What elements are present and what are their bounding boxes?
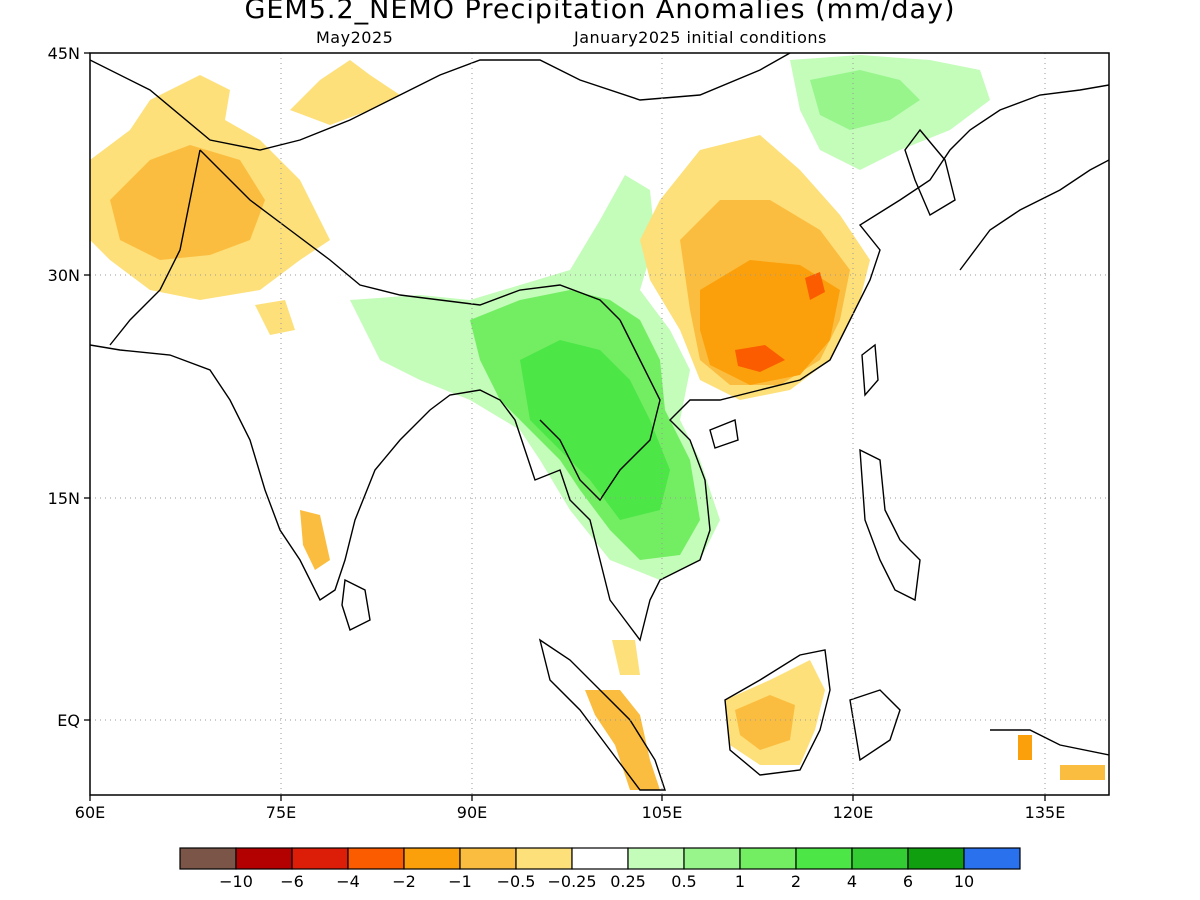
- colorbar-swatch: [179, 847, 237, 870]
- colorbar-label: 0.5: [671, 872, 697, 891]
- lon-label-90: 90E: [457, 803, 487, 822]
- anomaly-mongolia-core: [810, 70, 920, 130]
- lat-label-45: 45N: [48, 44, 80, 63]
- anomaly-shading: [90, 55, 1105, 790]
- colorbar-swatch: [347, 847, 405, 870]
- graticule: [90, 53, 1109, 795]
- colorbar-label: 10: [953, 872, 975, 891]
- coast-sumatra: [538, 638, 666, 791]
- anomaly-india-small: [300, 510, 330, 570]
- coast-japan: [959, 159, 1109, 271]
- colorbar-label: −0.25: [547, 872, 597, 891]
- colorbar-swatch: [683, 847, 741, 870]
- border-india-pak: [109, 149, 201, 346]
- colorbar-label: −1: [448, 872, 472, 891]
- lon-label-60: 60E: [75, 803, 105, 822]
- colorbar-label: 2: [790, 872, 802, 891]
- anomaly-indochina-core: [520, 340, 670, 520]
- border-himalaya: [199, 149, 621, 321]
- lon-label-75: 75E: [266, 803, 296, 822]
- colorbar-swatch: [963, 847, 1021, 870]
- border-indochina: [539, 319, 661, 502]
- coast-philippines: [859, 448, 921, 602]
- colorbar-swatch: [795, 847, 853, 870]
- forecast-month: May2025: [316, 28, 394, 47]
- anomaly-sumatra: [585, 690, 660, 790]
- coast-asia-mainland: [90, 84, 1109, 642]
- anomaly-malaya: [612, 640, 640, 675]
- colorbar-label: 1: [734, 872, 746, 891]
- anomaly-china-core: [700, 260, 840, 385]
- coast-sulawesi: [849, 689, 901, 762]
- colorbar-swatch: [571, 847, 629, 870]
- colorbar-label: −6: [280, 872, 304, 891]
- colorbar-label: 6: [902, 872, 914, 891]
- colorbar-swatch: [403, 847, 461, 870]
- colorbar-label: 0.25: [610, 872, 646, 891]
- anomaly-china-peak2: [805, 272, 825, 300]
- border-china-north: [90, 53, 791, 151]
- colorbar-swatch: [851, 847, 909, 870]
- colorbar-label: −2: [392, 872, 416, 891]
- map-frame: [89, 52, 1110, 796]
- coast-taiwan: [861, 343, 879, 397]
- colorbar-swatch: [459, 847, 517, 870]
- colorbar-swatch: [515, 847, 573, 870]
- lat-label-15: 15N: [48, 489, 80, 508]
- colorbar-swatch: [291, 847, 349, 870]
- initial-conditions: January2025 initial conditions: [574, 28, 827, 47]
- coast-srilanka: [341, 578, 371, 631]
- colorbar-label: 4: [846, 872, 858, 891]
- anomaly-india-small2: [255, 300, 295, 335]
- tick-marks: [84, 52, 1046, 801]
- lon-label-120: 120E: [833, 803, 874, 822]
- colorbar-label: −10: [219, 872, 253, 891]
- coast-newguinea: [990, 729, 1109, 756]
- anomaly-borneo-core: [735, 695, 795, 750]
- coast-korea: [904, 128, 956, 217]
- lon-label-135: 135E: [1025, 803, 1066, 822]
- colorbar-label: −4: [336, 872, 360, 891]
- colorbar-label: −0.5: [496, 872, 536, 891]
- colorbar-swatch: [739, 847, 797, 870]
- anomaly-central-asia: [290, 60, 400, 125]
- anomaly-china-peak: [735, 345, 785, 372]
- colorbar: [179, 847, 1021, 870]
- colorbar-swatch: [235, 847, 293, 870]
- anomaly-afghanistan-core: [110, 145, 265, 260]
- colorbar-swatch: [627, 847, 685, 870]
- coast-borneo: [724, 649, 831, 776]
- colorbar-swatch: [907, 847, 965, 870]
- lat-label-30: 30N: [48, 266, 80, 285]
- map-title: GEM5.2_NEMO Precipitation Anomalies (mm/…: [244, 0, 956, 25]
- anomaly-newguinea2: [1018, 735, 1032, 760]
- coast-hainan: [709, 419, 739, 449]
- anomaly-newguinea: [1060, 765, 1105, 780]
- lat-label-eq: EQ: [57, 711, 80, 730]
- lon-label-105: 105E: [642, 803, 683, 822]
- coastlines: [90, 53, 1109, 791]
